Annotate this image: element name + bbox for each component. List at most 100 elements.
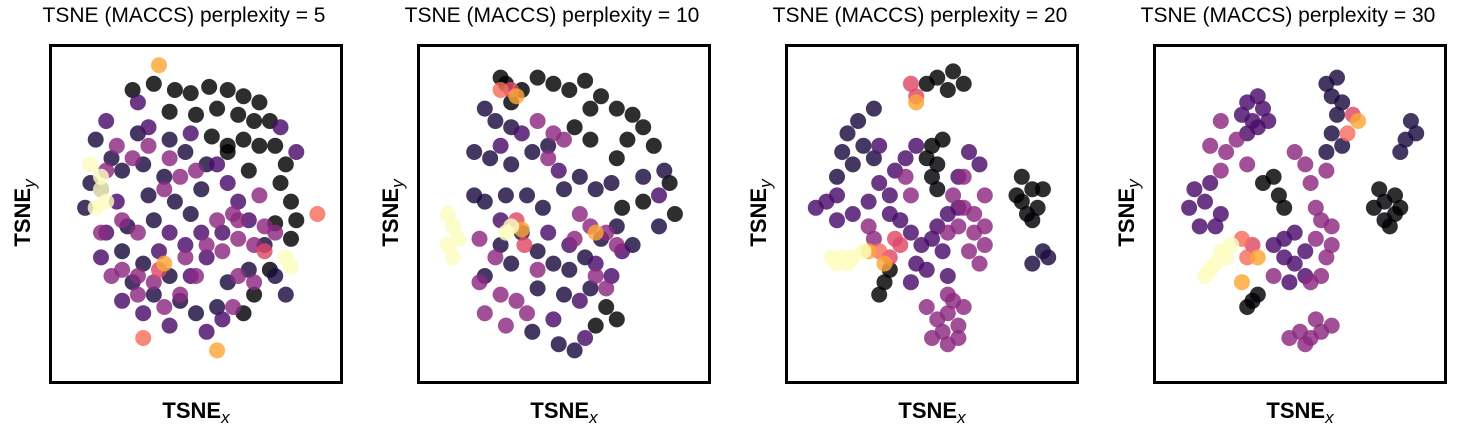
scatter-point <box>272 175 289 191</box>
scatter-point <box>1334 94 1351 111</box>
scatter-point <box>918 299 935 315</box>
scatter-point <box>450 230 467 247</box>
scatter-point <box>587 268 604 284</box>
panel-perplexity-5: TSNE (MACCS) perplexity = 5 TSNEx TSNEy <box>0 0 368 431</box>
scatter-point <box>850 113 867 129</box>
scatter-point <box>1286 144 1303 160</box>
scatter-point <box>1186 181 1203 198</box>
scatter-series-3 <box>471 113 625 334</box>
panel-perplexity-20: TSNE (MACCS) perplexity = 20 TSNEx TSNEy <box>736 0 1104 431</box>
scatter-point <box>82 156 99 173</box>
scatter-point <box>1365 199 1382 216</box>
scatter-point <box>445 249 462 266</box>
scatter-point <box>529 113 546 129</box>
scatter-point <box>476 193 493 210</box>
scatter-point <box>492 69 509 86</box>
scatter-point <box>587 317 604 334</box>
scatter-point <box>188 268 204 284</box>
scatter-point <box>209 156 226 173</box>
scatter-point <box>145 286 162 303</box>
scatter-point <box>193 181 210 198</box>
scatter-point <box>587 255 604 272</box>
scatter-point <box>161 150 178 167</box>
scatter-series-3 <box>860 168 993 353</box>
scatter-point <box>267 137 284 154</box>
scatter-point <box>246 113 263 129</box>
scatter-point <box>140 187 157 204</box>
scatter-point <box>950 317 967 334</box>
scatter-point <box>235 88 252 105</box>
scatter-series-2 <box>93 94 305 340</box>
scatter-point <box>608 311 625 328</box>
scatter-point <box>283 230 299 247</box>
scatter-point <box>487 113 504 129</box>
y-axis-label: TSNEy <box>378 179 407 247</box>
panel-perplexity-10: TSNE (MACCS) perplexity = 10 TSNEx TSNEy <box>368 0 736 431</box>
scatter-point <box>566 230 583 247</box>
scatter-series-7 <box>823 243 872 272</box>
scatter-point <box>924 330 940 346</box>
scatter-point <box>129 268 146 284</box>
scatter-point <box>971 156 988 173</box>
scatter-point <box>1297 243 1314 260</box>
scatter-point <box>1392 199 1409 216</box>
scatter-point <box>902 274 919 291</box>
scatter-point <box>145 212 162 229</box>
scatter-point <box>918 261 935 278</box>
scatter-point <box>135 330 152 346</box>
plot-area <box>1153 44 1447 384</box>
scatter-point <box>876 274 893 291</box>
scatter-point <box>309 206 326 222</box>
scatter-point <box>166 193 183 210</box>
scatter-point <box>603 175 620 191</box>
scatter-point <box>1323 218 1340 235</box>
scatter-point <box>492 237 509 253</box>
scatter-point <box>1202 175 1219 191</box>
scatter-point <box>1323 237 1340 253</box>
scatter-point <box>466 144 483 160</box>
scatter-series-3 <box>1202 113 1340 353</box>
scatter-point <box>881 206 898 222</box>
scatter-point <box>902 187 919 204</box>
scatter-point <box>177 237 194 253</box>
scatter-point <box>651 218 667 235</box>
chart-title: TSNE (MACCS) perplexity = 5 <box>42 4 326 27</box>
scatter-point <box>1276 249 1293 266</box>
scatter-point <box>550 162 567 179</box>
scatter-point <box>855 137 872 154</box>
scatter-point <box>1197 268 1213 284</box>
scatter-point <box>1024 255 1041 272</box>
scatter-point <box>829 187 845 204</box>
scatter-point <box>929 181 946 198</box>
scatter-point <box>561 82 578 98</box>
x-axis-label: TSNEx <box>530 398 598 427</box>
scatter-point <box>93 181 109 198</box>
scatter-point <box>182 85 199 102</box>
scatter-point <box>519 187 535 204</box>
scatter-point <box>939 305 956 322</box>
scatter-point <box>929 156 946 173</box>
scatter-point <box>1191 218 1208 235</box>
scatter-point <box>834 144 851 160</box>
scatter-point <box>214 311 231 328</box>
scatter-point <box>961 144 977 160</box>
scatter-point <box>876 255 893 272</box>
scatter-point <box>529 69 546 86</box>
scatter-point <box>283 193 299 210</box>
x-axis-label: TSNEx <box>162 398 230 427</box>
scatter-point <box>1307 199 1324 216</box>
scatter-series-5 <box>492 82 509 98</box>
scatter-point <box>529 243 546 260</box>
scatter-point <box>93 249 109 266</box>
scatter-point <box>166 82 183 98</box>
scatter-point <box>534 199 551 216</box>
scatter-point <box>98 113 115 129</box>
scatter-point <box>571 168 588 185</box>
scatter-point <box>272 119 289 136</box>
scatter-series-6 <box>1233 113 1367 291</box>
scatter-point <box>277 286 294 303</box>
scatter-point <box>129 224 146 241</box>
scatter-point <box>519 305 535 322</box>
scatter-point <box>902 75 919 92</box>
scatter-point <box>140 137 157 154</box>
